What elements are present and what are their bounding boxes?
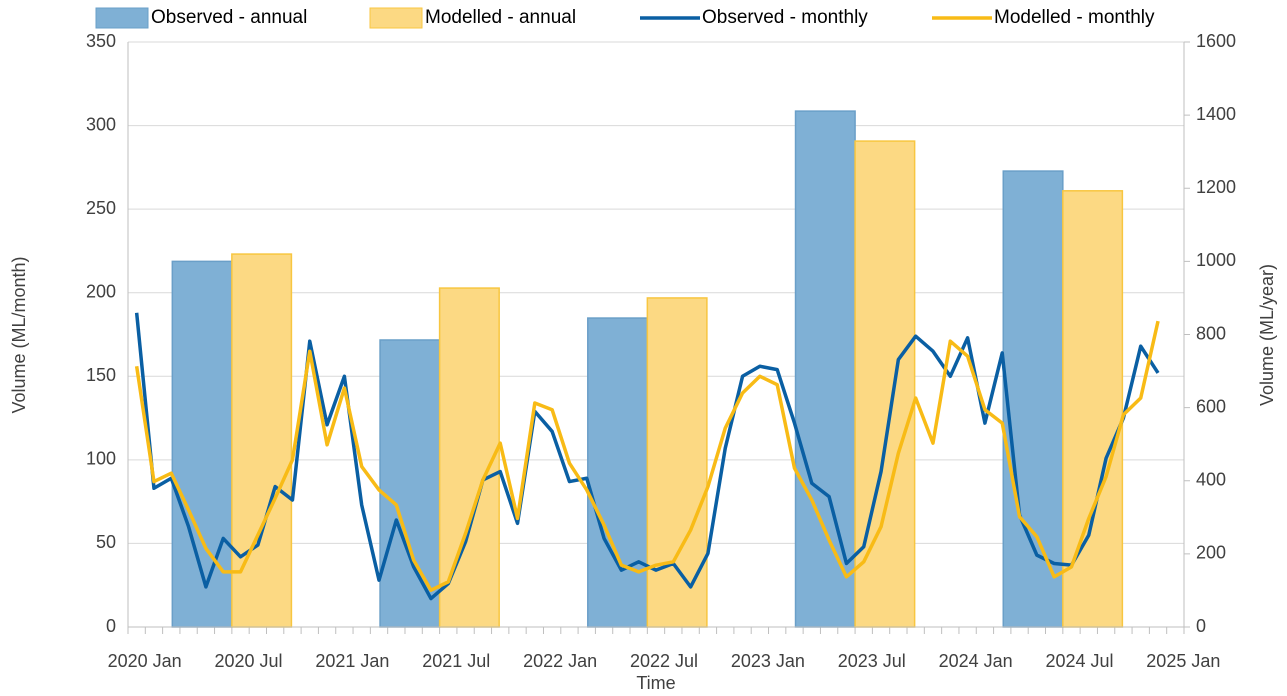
y-tick-label: 200	[86, 281, 116, 301]
x-tick-label: 2025 Jan	[1146, 651, 1220, 671]
x-tick-label: 2021 Jan	[315, 651, 389, 671]
y2-tick-label: 800	[1196, 323, 1226, 343]
x-tick-label: 2024 Jul	[1045, 651, 1113, 671]
y2-tick-label: 600	[1196, 396, 1226, 416]
y2-tick-label: 1200	[1196, 177, 1236, 197]
x-axis-title: Time	[636, 673, 675, 693]
y2-axis-title: Volume (ML/year)	[1257, 264, 1277, 406]
y2-tick-label: 0	[1196, 616, 1206, 636]
legend-swatch	[369, 7, 423, 29]
x-tick-label: 2022 Jan	[523, 651, 597, 671]
legend: Observed - annual Modelled - annual Observ…	[95, 7, 1155, 29]
bar	[646, 297, 708, 628]
legend-swatch	[95, 7, 149, 29]
x-tick-label: 2023 Jan	[731, 651, 805, 671]
legend-label: Observed - monthly	[702, 7, 868, 28]
y-tick-label: 100	[86, 449, 116, 469]
y2-tick-label: 200	[1196, 543, 1226, 563]
y2-tick-label: 1000	[1196, 250, 1236, 270]
x-tick-label: 2020 Jul	[214, 651, 282, 671]
legend-label: Observed - annual	[151, 7, 307, 28]
x-tick-label: 2021 Jul	[422, 651, 490, 671]
y2-tick-label: 400	[1196, 470, 1226, 490]
legend-label: Modelled - annual	[425, 7, 576, 28]
x-tick-label: 2024 Jan	[939, 651, 1013, 671]
bar	[1062, 190, 1124, 628]
y-tick-label: 250	[86, 198, 116, 218]
legend-label: Modelled - monthly	[994, 7, 1155, 28]
y2-tick-label: 1600	[1196, 31, 1236, 51]
y-tick-label: 50	[96, 532, 116, 552]
bar	[854, 140, 916, 628]
x-tick-label: 2020 Jan	[108, 651, 182, 671]
x-tick-label: 2022 Jul	[630, 651, 698, 671]
y-tick-label: 350	[86, 31, 116, 51]
y2-tick-label: 1400	[1196, 104, 1236, 124]
bar	[171, 260, 233, 628]
bar	[379, 339, 441, 628]
line	[134, 320, 1160, 592]
bar	[794, 110, 856, 628]
y-axis-title: Volume (ML/month)	[9, 256, 29, 413]
bar	[587, 317, 649, 628]
bar	[1002, 170, 1064, 628]
y-tick-label: 300	[86, 114, 116, 134]
y-tick-label: 150	[86, 365, 116, 385]
x-tick-label: 2023 Jul	[838, 651, 906, 671]
y-tick-label: 0	[106, 616, 116, 636]
